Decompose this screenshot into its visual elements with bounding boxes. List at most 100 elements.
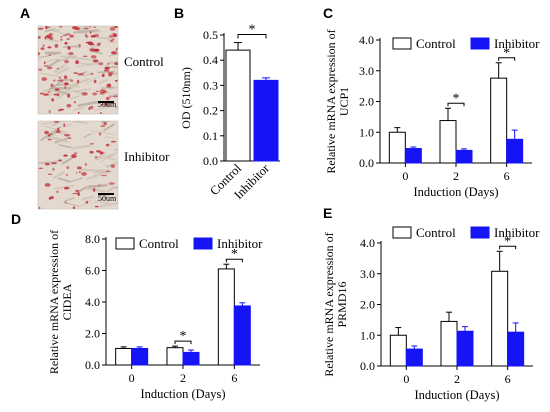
bar-control-0 (115, 347, 133, 366)
bar-inhibitor (253, 79, 279, 162)
lipid-droplet (48, 53, 51, 57)
lipid-droplet (108, 34, 114, 38)
lipid-droplet (76, 79, 80, 84)
y-axis-label: UCP1 (337, 87, 351, 116)
lipid-droplet (110, 140, 117, 143)
cell-fiber (54, 184, 75, 190)
y-tick-label: 0.0 (85, 358, 100, 372)
scale-bar-label-inhibitor: 50um (98, 194, 117, 203)
cell-fiber (80, 62, 91, 67)
cell-fiber (69, 87, 92, 93)
lipid-droplet (72, 26, 78, 30)
lipid-droplet (71, 154, 77, 159)
bar-inhibitor-0 (131, 347, 149, 366)
x-tick-label: 6 (231, 371, 237, 385)
y-tick-label: 2.0 (359, 95, 374, 109)
legend-swatch-control (115, 237, 135, 250)
lipid-droplet (69, 34, 74, 38)
lipid-droplet (114, 62, 118, 66)
lipid-droplet (48, 109, 51, 114)
y-tick-label: 4.0 (85, 295, 100, 309)
lipid-droplet (50, 196, 54, 200)
micrograph-label-control: Control (124, 54, 164, 69)
x-tick-label: 0 (129, 371, 135, 385)
lipid-droplet (101, 73, 105, 78)
panel-letter-a: A (20, 5, 30, 21)
chart-panel-b: 0.00.10.20.30.40.5OD (510nm)ControlInhib… (179, 23, 280, 202)
lipid-droplet (96, 150, 101, 153)
lipid-droplet (56, 190, 59, 193)
lipid-droplet (63, 186, 70, 190)
lipid-droplet (75, 189, 79, 193)
cell-fiber (69, 95, 81, 100)
legend-label-inhibitor: Inhibitor (494, 36, 540, 51)
cell-fiber (81, 168, 107, 173)
y-tick-label: 6.0 (85, 264, 100, 278)
lipid-droplet (40, 47, 45, 50)
cell-fiber (46, 58, 59, 63)
lipid-droplet (53, 79, 56, 82)
y-tick-label: 0.5 (203, 28, 218, 42)
y-tick-label: 4.0 (360, 236, 375, 250)
lipid-droplet (38, 52, 40, 56)
cell-fiber (105, 91, 118, 96)
y-axis-label: Relative mRNA expression of (322, 232, 336, 376)
lipid-droplet (103, 69, 110, 72)
legend-swatch-control (392, 37, 412, 50)
lipid-droplet (78, 43, 81, 48)
cell-fiber (81, 195, 95, 201)
cell-fiber (94, 104, 114, 112)
lipid-droplet (114, 79, 118, 82)
significance-star: * (231, 247, 238, 262)
legend-label-control: Control (416, 36, 456, 51)
lipid-droplet (38, 206, 41, 209)
lipid-droplet (105, 170, 111, 172)
lipid-droplet (103, 102, 109, 106)
cell-fiber (51, 26, 53, 27)
lipid-droplet (96, 90, 99, 93)
cell-fiber (58, 144, 72, 149)
lipid-droplet (68, 52, 74, 55)
lipid-droplet (56, 67, 59, 70)
cell-fiber (105, 160, 118, 169)
legend-swatch-inhibitor (470, 226, 490, 239)
lipid-droplet (60, 36, 63, 38)
micrograph-label-inhibitor: Inhibitor (124, 149, 170, 164)
bar-control-0 (389, 334, 407, 367)
lipid-droplet (110, 39, 113, 43)
cell-fiber (91, 130, 117, 136)
lipid-droplet (51, 98, 55, 102)
cell-fiber (48, 89, 67, 96)
lipid-droplet (44, 36, 47, 40)
lipid-droplet (92, 59, 99, 63)
cell-fiber (77, 100, 98, 107)
lipid-droplet (115, 47, 118, 51)
cell-fiber (39, 72, 63, 78)
bar-inhibitor-6 (506, 138, 524, 164)
lipid-droplet (47, 66, 53, 70)
lipid-droplet (67, 46, 71, 50)
x-axis-label: Induction (Days) (413, 185, 498, 199)
lipid-droplet (47, 91, 51, 93)
y-tick-label: 8.0 (85, 232, 100, 246)
lipid-droplet (66, 103, 72, 108)
lipid-droplet (99, 89, 106, 94)
lipid-droplet (75, 60, 80, 64)
lipid-droplet (76, 166, 83, 170)
cell-fiber (98, 78, 109, 85)
y-axis-label: CIDEA (60, 283, 74, 320)
micrograph-border (37, 120, 119, 210)
chart-panel-e: 0.0 1.0 2.0 3.0 4.0 Relative mRNA expression … (322, 225, 540, 402)
cell-fiber (84, 75, 100, 85)
cell-fiber (106, 185, 116, 194)
cell-fiber (56, 90, 71, 95)
y-tick-label: 2.0 (360, 298, 375, 312)
bar-inhibitor-0 (404, 148, 422, 164)
x-tick-label: 2 (454, 372, 460, 386)
cell-fiber (116, 186, 118, 188)
lipid-droplet (110, 164, 116, 168)
lipid-droplet (64, 59, 69, 64)
lipid-droplet (82, 55, 88, 58)
cell-fiber (94, 152, 115, 162)
lipid-droplet (64, 41, 68, 45)
